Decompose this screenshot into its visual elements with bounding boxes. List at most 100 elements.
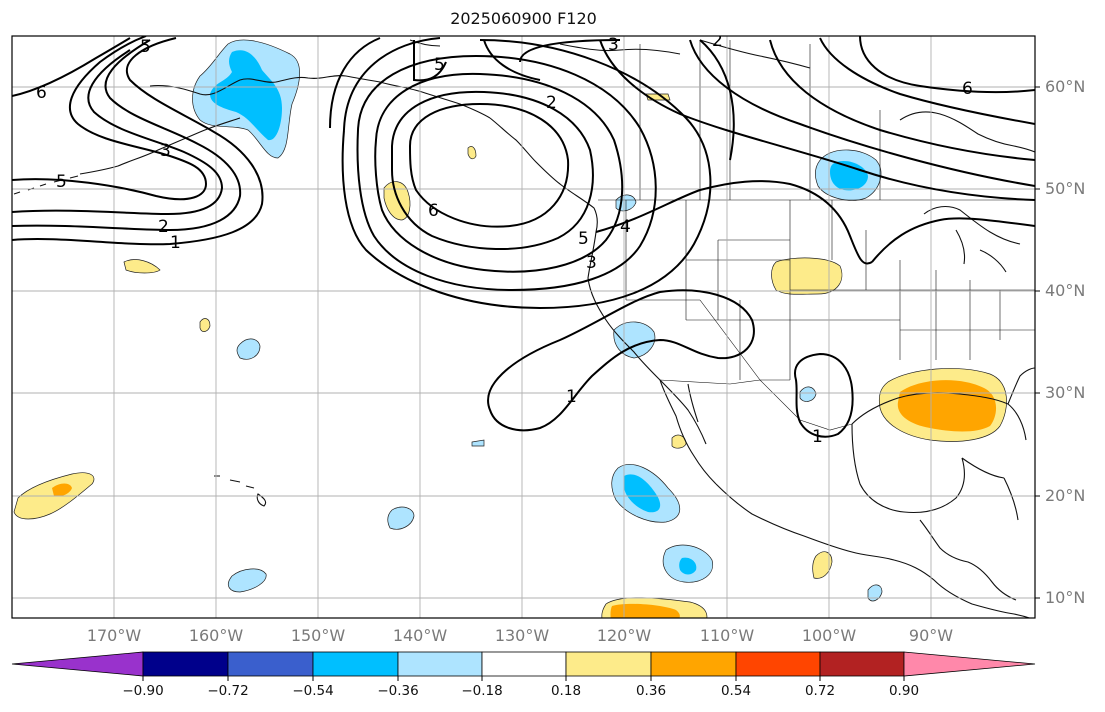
coastline-aleutians <box>13 175 79 195</box>
coastline-arctic <box>409 39 811 69</box>
colorbar-tick-label: 0.90 <box>888 683 920 699</box>
colorbar-tick-label: −0.72 <box>207 683 249 699</box>
colorbar-high-extension <box>903 651 1036 677</box>
colorbar-tick-label: −0.90 <box>122 683 164 699</box>
fill-pacific-spot-3 <box>387 506 415 530</box>
colorbar-segment <box>397 651 483 677</box>
map-background <box>12 36 1035 618</box>
contour-gyre-inner <box>408 102 570 228</box>
contour-canada-6 <box>519 36 1035 94</box>
fill-gulf-spot <box>867 584 883 602</box>
lat-label-40n: 40°N <box>1045 281 1086 300</box>
colorbar-segment <box>565 651 652 677</box>
lat-label-60n: 60°N <box>1045 77 1086 96</box>
coastlines <box>13 39 1035 618</box>
contour-label: 5 <box>56 172 67 192</box>
lat-label-20n: 20°N <box>1045 486 1086 505</box>
coastline-great-lakes <box>923 205 1021 273</box>
coastline-canada-north <box>899 111 1035 153</box>
contour-label: 3 <box>608 35 619 55</box>
fill-bc-yellow <box>467 146 477 160</box>
lon-label-110w: 110°W <box>699 626 755 645</box>
fill-pacific-yellow-2 <box>199 318 211 332</box>
lat-ticks <box>1035 86 1040 599</box>
fill-pacific-yellow-1 <box>123 259 161 274</box>
contour-nw-4 <box>12 36 208 201</box>
contour-gyre-5 <box>341 37 712 310</box>
fill-hawaii-west-orange <box>52 483 72 497</box>
contour-lines <box>12 36 1035 438</box>
contour-canada-3 <box>769 39 1035 161</box>
colorbar-segment <box>819 651 905 677</box>
contour-north-2 <box>483 39 541 81</box>
contour-canada-5 <box>599 39 1035 201</box>
political-borders <box>598 40 1035 431</box>
contour-label: 2 <box>158 217 169 237</box>
fill-plains-yellow <box>771 257 843 295</box>
fill-mexico-south-blue <box>679 557 697 575</box>
contour-label: 1 <box>812 427 823 447</box>
lon-label-100w: 100°W <box>801 626 857 645</box>
map-title: 2025060900 F120 <box>450 9 597 28</box>
map-border <box>11 35 1036 619</box>
contour-canada-2 <box>819 37 1035 125</box>
colorbar-tick-label: 0.18 <box>550 683 582 699</box>
contour-label-group: 6 5 3 2 1 5 3 2 1 5 2 6 5 4 3 1 1 3 2 6 <box>36 31 973 447</box>
contour-label: 5 <box>434 55 445 75</box>
contour-pacific-1 <box>487 289 755 432</box>
contour-label: 5 <box>578 229 589 249</box>
colorbar-tick-label: 0.54 <box>720 683 752 699</box>
lon-label-130w: 130°W <box>494 626 550 645</box>
contour-gyre-4 <box>356 54 657 292</box>
coastline-florida <box>1007 367 1035 405</box>
contour-label: 1 <box>566 387 577 407</box>
colorbar-segment <box>650 651 737 677</box>
contour-label: 6 <box>428 201 439 221</box>
colorbar-tick-label: 0.72 <box>804 683 836 699</box>
contour-nw-1 <box>12 37 264 246</box>
contour-label: 2 <box>546 93 557 113</box>
colorbar-segment <box>735 651 821 677</box>
contour-label: 2 <box>712 31 723 51</box>
contour-east-1 <box>871 217 1035 263</box>
fill-pacific-south-orange <box>610 603 680 618</box>
fill-canada-blue <box>830 160 868 191</box>
fill-mexico-yellow <box>671 434 687 449</box>
colorbar-tick-label: −0.18 <box>461 683 503 699</box>
contour-plains-1 <box>794 352 854 438</box>
colorbar-segment <box>142 651 229 677</box>
lat-label-10n: 10°N <box>1045 588 1086 607</box>
contour-label: 3 <box>160 141 171 161</box>
contour-gyre-3 <box>374 72 624 273</box>
contour-label: 4 <box>620 217 631 237</box>
coastline-alaska-peninsula <box>79 117 241 175</box>
coastline-bc <box>489 117 598 233</box>
contour-nw-2 <box>12 39 242 232</box>
contour-label: 5 <box>140 37 151 57</box>
coastline-us-west <box>587 231 717 485</box>
coastline-central-america <box>919 519 1017 601</box>
contour-canada-1 <box>595 180 873 265</box>
contour-north-1 <box>413 40 447 82</box>
contour-nw-5 <box>12 37 131 97</box>
coastline-alaska <box>149 75 491 119</box>
lat-label-30n: 30°N <box>1045 383 1086 402</box>
colorbar-tick-label: −0.54 <box>292 683 334 699</box>
fill-alaska-blue <box>210 50 282 141</box>
contour-nw-3 <box>12 49 224 216</box>
lon-label-160w: 160°W <box>188 626 244 645</box>
lat-label-50n: 50°N <box>1045 179 1086 198</box>
colorbar-tick-label: −0.36 <box>377 683 419 699</box>
contour-label: 6 <box>36 83 47 103</box>
coastline-baja <box>659 379 707 445</box>
coastline-gulf <box>851 423 1019 521</box>
contour-label: 3 <box>586 253 597 273</box>
contour-label: 1 <box>170 233 181 253</box>
lon-label-150w: 150°W <box>290 626 346 645</box>
colorbar-low-extension <box>11 651 144 677</box>
fill-pacific-spot-2 <box>471 439 485 447</box>
lon-label-140w: 140°W <box>392 626 448 645</box>
fill-pacific-spot-1 <box>236 338 261 360</box>
contour-canada-4 <box>689 39 1035 187</box>
